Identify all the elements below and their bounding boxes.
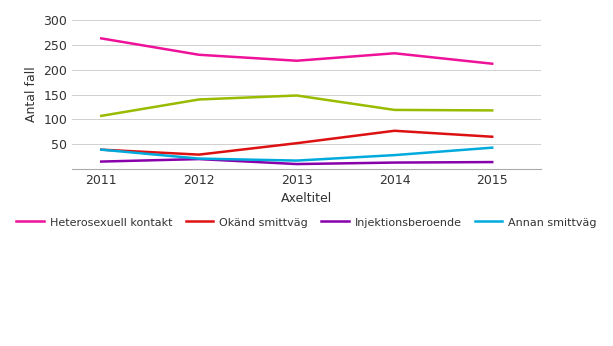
X-axis label: Axeltitel: Axeltitel xyxy=(281,192,332,206)
Legend: Heterosexuell kontakt, Okänd smittväg, Injektionsberoende, Annan smittväg: Heterosexuell kontakt, Okänd smittväg, I… xyxy=(12,212,601,232)
Y-axis label: Antal fall: Antal fall xyxy=(25,67,37,122)
